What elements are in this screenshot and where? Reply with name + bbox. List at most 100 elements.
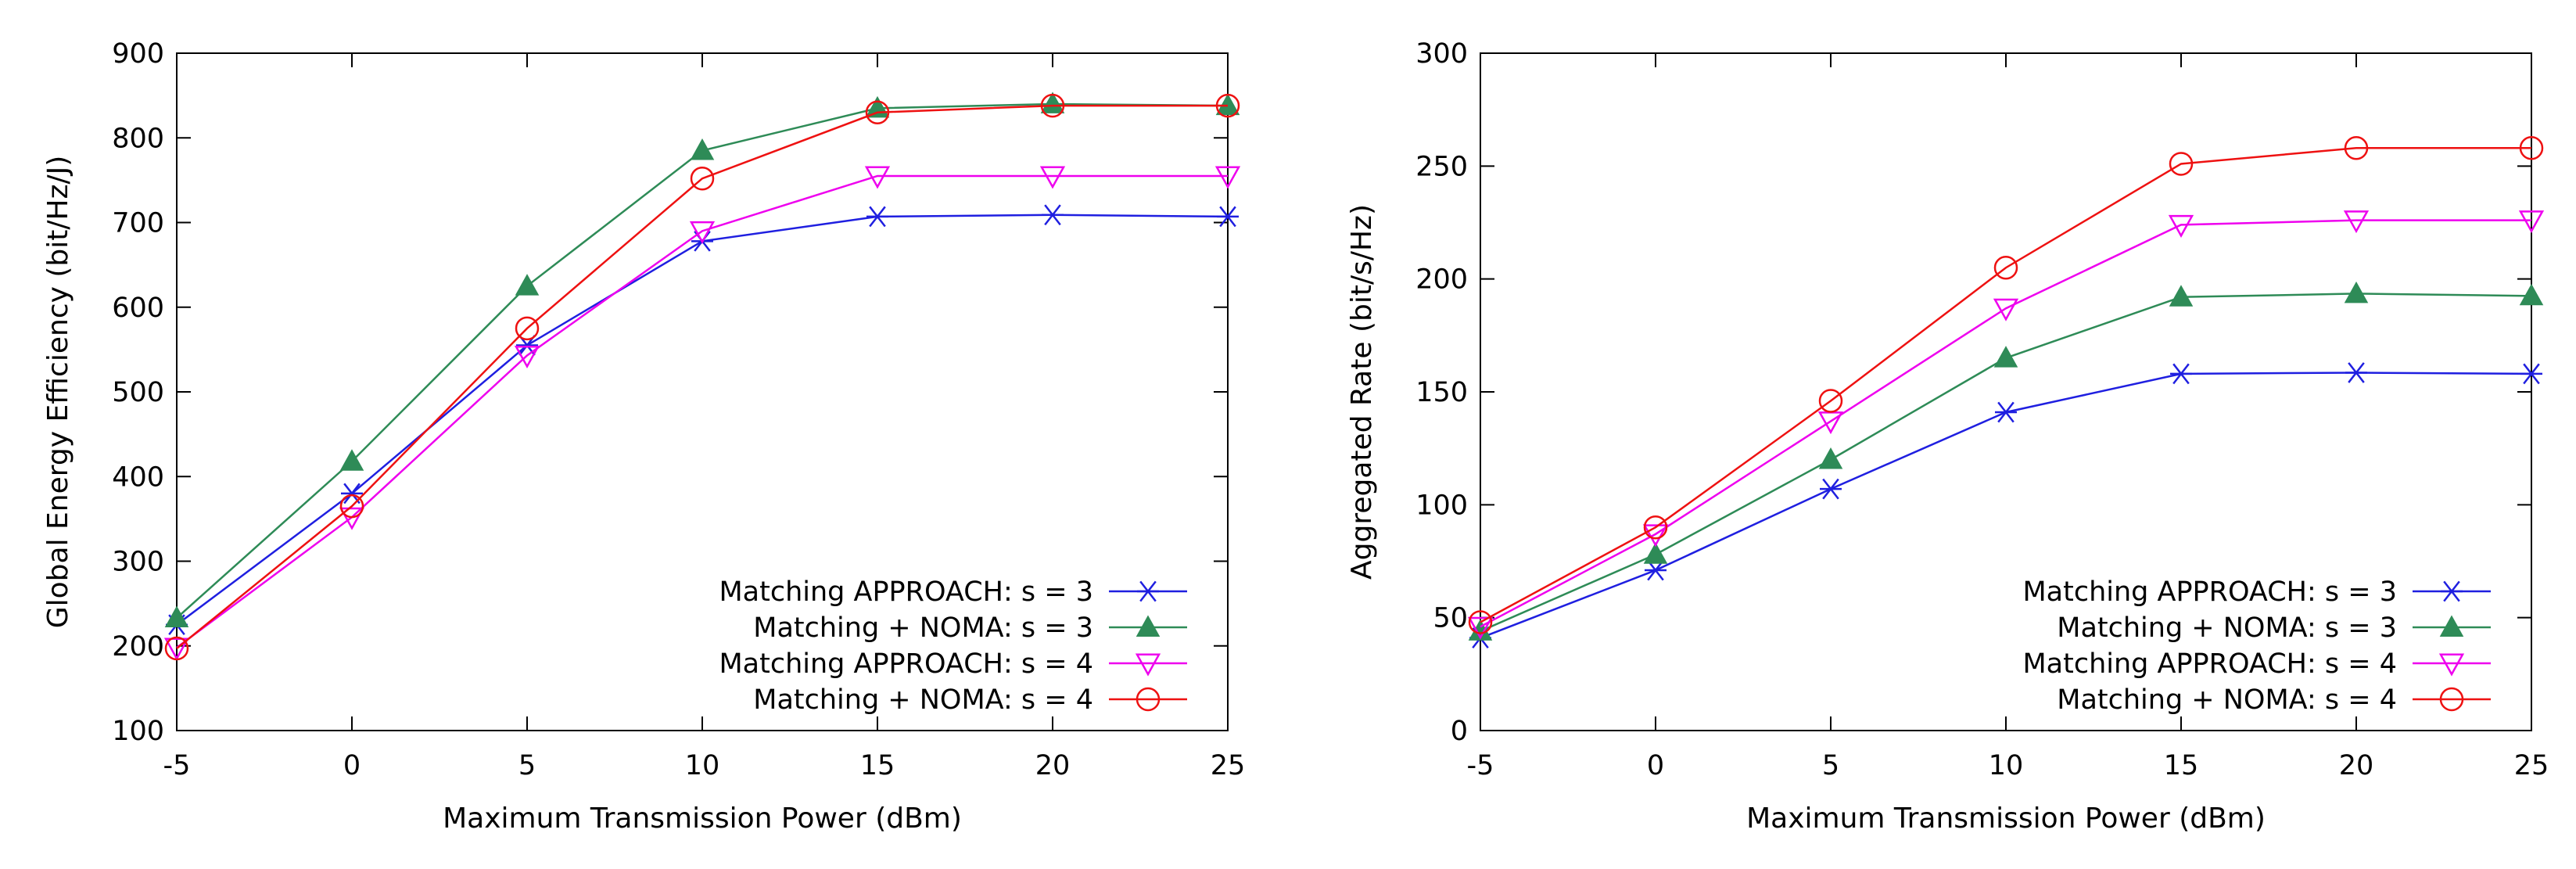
data-point: [1993, 298, 2019, 321]
data-point: [1214, 166, 1241, 189]
legend-marker: [1137, 580, 1159, 602]
data-point: [1993, 255, 2018, 280]
series-matching-noma-s-3: [1468, 281, 2544, 641]
x-tick-label: 25: [1211, 750, 1246, 781]
y-tick-label: 600: [112, 293, 164, 324]
data-point: [515, 274, 540, 296]
data-point: [2519, 135, 2544, 160]
legend-marker: [2439, 687, 2464, 712]
y-tick-label: 700: [112, 208, 164, 239]
y-tick-label: 150: [1415, 377, 1468, 408]
legend-label: Matching + NOMA: s = 3: [753, 612, 1093, 644]
data-point: [1468, 610, 1493, 634]
data-point: [1217, 206, 1239, 228]
x-tick-label: 5: [518, 750, 536, 781]
x-tick-label: 0: [1647, 750, 1664, 781]
legend: Matching APPROACH: s = 3 Matching + NOMA:…: [719, 576, 1187, 716]
x-tick-label: 10: [685, 750, 720, 781]
data-point: [1820, 478, 1842, 500]
legend: Matching APPROACH: s = 3 Matching + NOMA:…: [2022, 576, 2491, 716]
x-tick-label: 20: [1035, 750, 1071, 781]
data-point: [339, 494, 364, 519]
data-point: [1643, 515, 1668, 540]
series-line: [1480, 219, 2531, 628]
data-point: [1818, 447, 1843, 469]
data-point: [163, 637, 190, 661]
data-point: [2345, 362, 2367, 383]
data-point: [2170, 363, 2192, 385]
data-point: [164, 636, 189, 661]
data-point: [1467, 616, 1494, 640]
data-point: [1468, 619, 1493, 641]
legend-label: Matching APPROACH: s = 3: [719, 576, 1093, 608]
data-point: [865, 100, 890, 125]
x-axis-label: Maximum Transmission Power (dBm): [1746, 803, 2266, 835]
data-point: [1818, 389, 1843, 413]
data-point: [2344, 281, 2369, 303]
legend-label: Matching APPROACH: s = 3: [2022, 576, 2397, 608]
data-point: [2169, 152, 2194, 176]
y-axis-label: Aggregated Rate (bit/s/Hz): [1346, 204, 1378, 580]
legend-label: Matching APPROACH: s = 4: [719, 648, 1093, 680]
data-point: [690, 166, 715, 191]
data-point: [1040, 93, 1065, 118]
y-axis-label: Global Energy Efficiency (bit/Hz/J): [42, 156, 74, 629]
legend-marker: [2441, 580, 2463, 602]
x-tick-label: 15: [860, 750, 895, 781]
data-point: [866, 206, 888, 228]
x-tick-label: 20: [2339, 750, 2374, 781]
series-matching-approach-s-4: [1467, 210, 2545, 640]
legend-label: Matching APPROACH: s = 4: [2022, 648, 2397, 680]
y-tick-label: 250: [1415, 151, 1468, 182]
y-tick-label: 0: [1451, 716, 1468, 747]
legend-label: Matching + NOMA: s = 4: [2057, 684, 2397, 716]
data-point: [2169, 285, 2194, 307]
x-tick-label: -5: [163, 750, 191, 781]
y-tick-label: 300: [1415, 38, 1468, 70]
y-tick-label: 500: [112, 377, 164, 408]
series-line: [176, 214, 1229, 626]
series-matching-noma-s-3: [164, 92, 1240, 627]
data-point: [1995, 401, 2017, 423]
chart-energy-efficiency: -5 0 5 10 15 20 25 100 200 300 400 500 600 700 800 900 M…: [42, 38, 1245, 835]
data-point: [515, 316, 540, 341]
data-point: [164, 605, 189, 627]
data-point: [2168, 214, 2194, 238]
data-point: [2518, 210, 2545, 234]
legend-marker: [2439, 615, 2464, 637]
series-line: [176, 104, 1228, 649]
data-point: [1993, 346, 2018, 368]
data-point: [1042, 204, 1064, 226]
data-point: [690, 138, 715, 160]
legend-marker: [1136, 615, 1161, 637]
data-point: [339, 449, 364, 471]
data-point: [2519, 283, 2544, 306]
y-tick-label: 200: [112, 631, 164, 663]
y-tick-label: 900: [112, 38, 164, 70]
data-point: [1215, 93, 1240, 118]
y-tick-label: 400: [112, 461, 164, 493]
data-point: [1643, 542, 1668, 564]
data-point: [864, 166, 891, 189]
data-point: [2344, 135, 2369, 160]
legend-label: Matching + NOMA: s = 3: [2057, 612, 2397, 644]
series-matching-noma-s-4: [164, 93, 1240, 661]
x-tick-label: -5: [1467, 750, 1494, 781]
y-tick-label: 300: [112, 547, 164, 578]
data-point: [2520, 363, 2542, 385]
series-line: [1480, 146, 2531, 623]
y-tick-label: 200: [1415, 264, 1468, 296]
series-matching-approach-s-3: [166, 204, 1239, 636]
x-tick-label: 10: [1989, 750, 2024, 781]
series-matching-noma-s-4: [1468, 135, 2544, 634]
legend-marker: [1136, 687, 1161, 712]
legend-item: Matching APPROACH: s = 3: [719, 576, 1187, 608]
y-tick-label: 50: [1433, 603, 1468, 634]
data-point: [1642, 524, 1669, 548]
legend-item: Matching APPROACH: s = 4: [2022, 648, 2491, 680]
legend-item: Matching APPROACH: s = 4: [719, 648, 1187, 680]
data-point: [1215, 93, 1240, 116]
x-tick-label: 5: [1822, 750, 1839, 781]
